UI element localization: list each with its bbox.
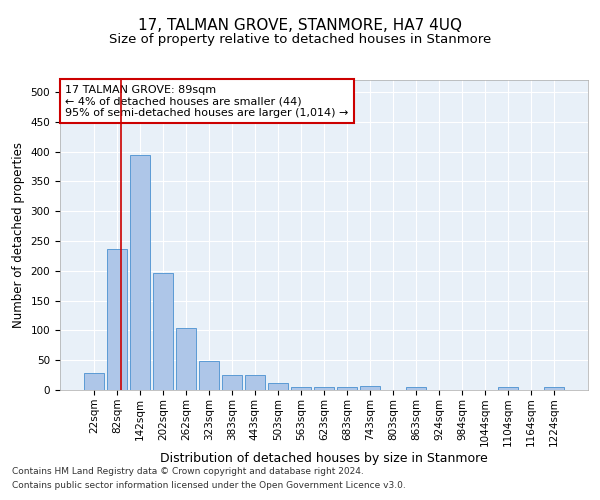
Text: Contains HM Land Registry data © Crown copyright and database right 2024.: Contains HM Land Registry data © Crown c… xyxy=(12,467,364,476)
Bar xyxy=(544,387,564,390)
Text: 17 TALMAN GROVE: 89sqm
← 4% of detached houses are smaller (44)
95% of semi-deta: 17 TALMAN GROVE: 89sqm ← 4% of detached … xyxy=(65,84,349,118)
Bar xyxy=(268,384,288,390)
Text: 17, TALMAN GROVE, STANMORE, HA7 4UQ: 17, TALMAN GROVE, STANMORE, HA7 4UQ xyxy=(138,18,462,32)
Bar xyxy=(499,387,518,390)
Bar xyxy=(130,154,149,390)
Bar xyxy=(153,273,173,390)
Text: Contains public sector information licensed under the Open Government Licence v3: Contains public sector information licen… xyxy=(12,481,406,490)
X-axis label: Distribution of detached houses by size in Stanmore: Distribution of detached houses by size … xyxy=(160,452,488,465)
Bar xyxy=(291,387,311,390)
Bar xyxy=(360,386,380,390)
Bar xyxy=(245,375,265,390)
Bar xyxy=(107,248,127,390)
Bar xyxy=(314,387,334,390)
Y-axis label: Number of detached properties: Number of detached properties xyxy=(12,142,25,328)
Text: Size of property relative to detached houses in Stanmore: Size of property relative to detached ho… xyxy=(109,32,491,46)
Bar xyxy=(222,375,242,390)
Bar xyxy=(176,328,196,390)
Bar xyxy=(84,374,104,390)
Bar xyxy=(199,362,218,390)
Bar xyxy=(406,387,426,390)
Bar xyxy=(337,387,357,390)
